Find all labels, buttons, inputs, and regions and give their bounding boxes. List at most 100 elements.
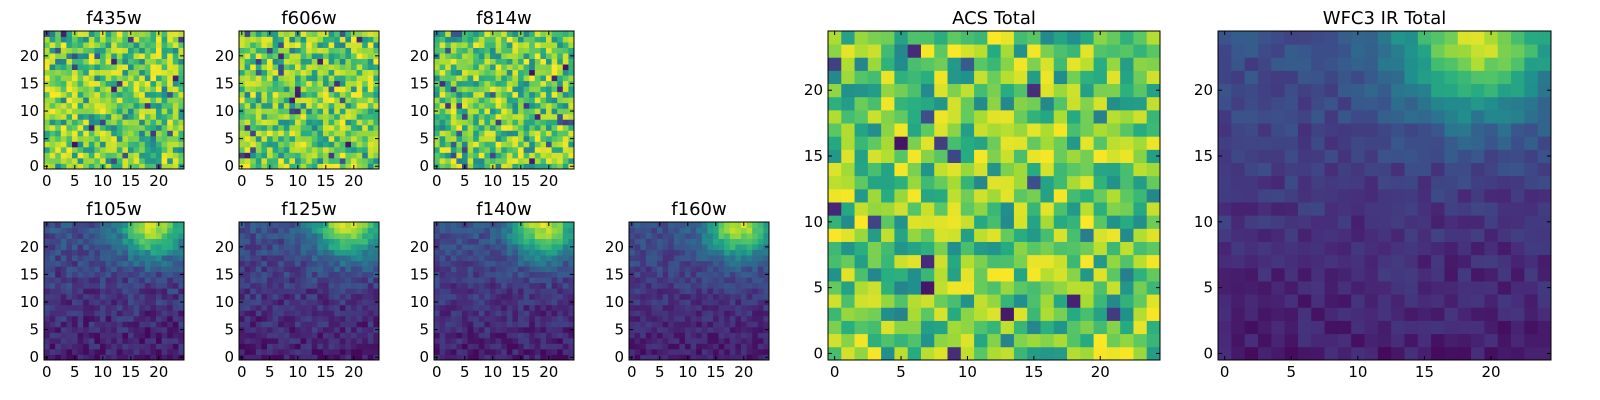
heatmap-cell <box>100 282 106 289</box>
heatmap-cell <box>167 108 174 115</box>
heatmap-cell <box>551 152 558 159</box>
heatmap-cell <box>156 91 162 98</box>
heatmap-cell <box>668 277 675 284</box>
heatmap-cell <box>55 152 62 159</box>
heatmap-cell <box>172 53 179 59</box>
heatmap-cell <box>439 282 446 289</box>
heatmap-cell <box>133 321 140 328</box>
heatmap-cell <box>1093 267 1108 282</box>
heatmap-cell <box>255 80 262 87</box>
heatmap-cell <box>317 266 324 273</box>
heatmap-cell <box>557 255 564 262</box>
heatmap-cell <box>105 321 112 328</box>
heatmap-cell <box>339 310 346 317</box>
heatmap-cell <box>122 97 129 104</box>
heatmap-cell <box>239 152 245 159</box>
heatmap-cell <box>894 333 909 348</box>
heatmap-cell <box>172 337 179 344</box>
heatmap-cell <box>696 343 703 350</box>
heatmap-cell <box>534 277 541 284</box>
heatmap-cell <box>512 86 519 93</box>
heatmap-cell <box>150 304 157 311</box>
heatmap-cell <box>111 75 118 82</box>
heatmap-cell <box>300 315 307 322</box>
heatmap-cell <box>311 260 318 267</box>
heatmap-cell <box>1120 228 1134 242</box>
heatmap-cell <box>122 86 129 93</box>
heatmap-cell <box>88 135 95 142</box>
heatmap-cell <box>272 42 279 48</box>
heatmap-cell <box>94 271 101 278</box>
heatmap-cell <box>66 58 73 65</box>
heatmap-cell <box>673 260 680 267</box>
heatmap-cell <box>735 332 742 339</box>
heatmap-cell <box>300 91 307 98</box>
heatmap-cell <box>244 91 251 98</box>
heatmap-cell <box>150 249 157 256</box>
heatmap-cell <box>828 307 842 321</box>
heatmap-cell <box>763 227 770 234</box>
heatmap-cell <box>133 53 140 59</box>
heatmap-cell <box>478 282 485 289</box>
heatmap-cell <box>100 244 106 250</box>
heatmap-cell <box>841 281 855 295</box>
heatmap-cell <box>907 188 922 203</box>
heatmap-cell <box>278 255 285 262</box>
heatmap-cell <box>100 135 106 142</box>
heatmap-cell <box>1053 320 1068 335</box>
heatmap-cell <box>696 293 703 300</box>
heatmap-cell <box>529 75 536 82</box>
heatmap-cell <box>373 233 380 239</box>
heatmap-cell <box>283 354 290 361</box>
heatmap-cell <box>729 249 736 256</box>
heatmap-cell <box>111 152 118 159</box>
heatmap-cell <box>55 86 62 93</box>
heatmap-cell <box>640 249 647 256</box>
heatmap-cell <box>568 255 575 262</box>
heatmap-cell <box>306 146 313 153</box>
heatmap-cell <box>161 102 168 109</box>
heatmap-cell <box>317 227 324 234</box>
heatmap-cell <box>473 58 480 65</box>
heatmap-cell <box>467 31 474 37</box>
heatmap-cell <box>434 332 440 339</box>
heatmap-cell <box>306 266 313 273</box>
heatmap-cell <box>501 86 508 93</box>
heatmap-cell <box>746 282 753 289</box>
heatmap-cell <box>1053 254 1068 269</box>
heatmap-cell <box>55 238 62 245</box>
heatmap-cell <box>495 310 502 317</box>
heatmap-cell <box>690 354 697 361</box>
heatmap-cell <box>317 288 324 295</box>
heatmap-cell <box>250 53 257 59</box>
heatmap-cell <box>724 277 731 284</box>
heatmap-cell <box>373 288 380 295</box>
heatmap-cell <box>439 271 446 278</box>
heatmap-cell <box>1013 346 1028 361</box>
heatmap-cell <box>1133 320 1148 335</box>
heatmap-cell <box>456 91 463 98</box>
heatmap-cell <box>707 244 714 250</box>
heatmap-cell <box>72 288 78 295</box>
heatmap-cell <box>289 343 296 350</box>
heatmap-cell <box>351 80 357 87</box>
heatmap-cell <box>690 222 697 228</box>
heatmap-cell <box>60 124 67 131</box>
heatmap-cell <box>854 254 869 269</box>
heatmap-cell <box>267 47 273 54</box>
heatmap-cell <box>1120 202 1134 216</box>
heatmap-cell <box>83 233 90 239</box>
heatmap-cell <box>267 266 273 273</box>
heatmap-cell <box>267 58 273 65</box>
heatmap-cell <box>88 91 95 98</box>
heatmap-cell <box>373 277 380 284</box>
heatmap-cell <box>83 47 90 54</box>
heatmap-cell <box>490 64 496 71</box>
heatmap-cell <box>367 58 374 65</box>
heatmap-cell <box>295 97 301 104</box>
heatmap-cell <box>250 266 257 273</box>
heatmap-cell <box>339 108 346 115</box>
heatmap-cell <box>88 113 95 120</box>
heatmap-cell <box>283 337 290 344</box>
heatmap-cell <box>351 36 357 43</box>
